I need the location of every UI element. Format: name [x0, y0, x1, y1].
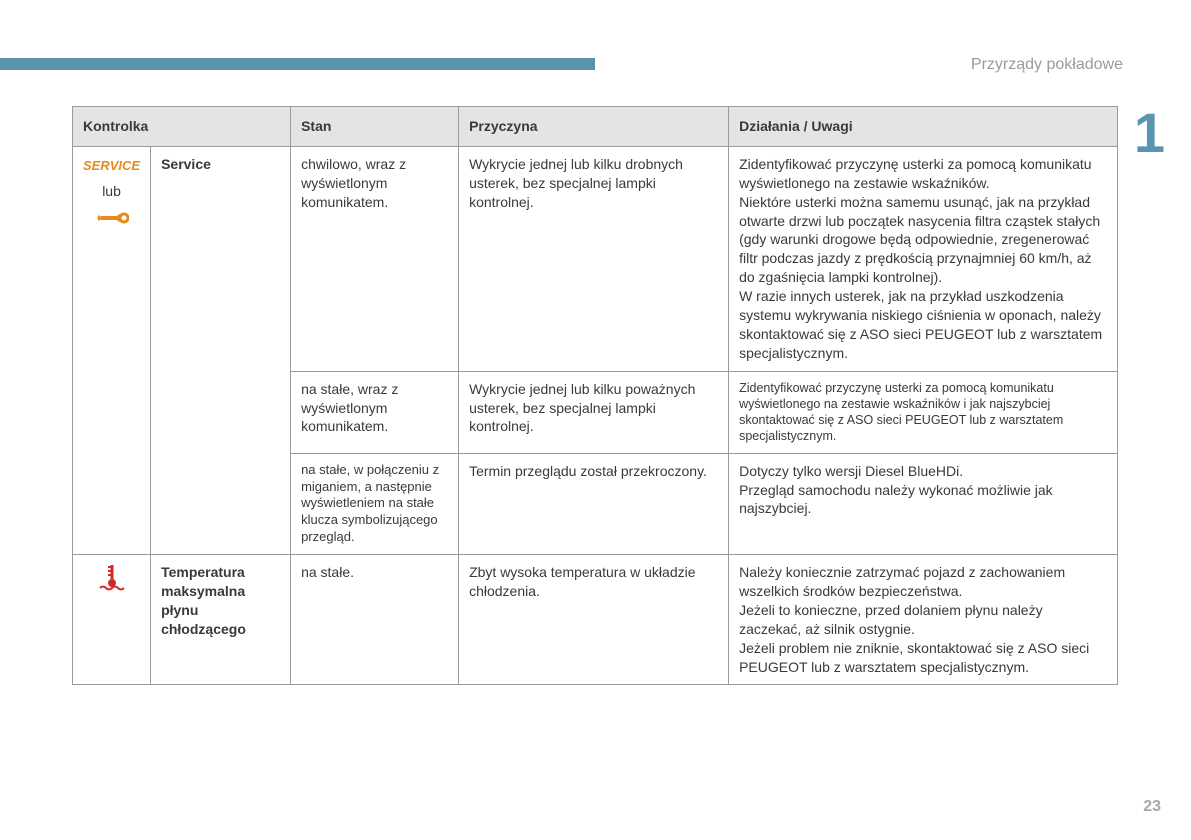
cell-state: na stałe, w połączeniu z miganiem, a nas… — [291, 453, 459, 554]
section-title: Przyrządy pokładowe — [971, 56, 1123, 74]
service-text-icon: SERVICE — [83, 157, 140, 175]
coolant-name: Temperatura maksymalna płynu chłodzącego — [151, 555, 291, 685]
warning-lights-table: Kontrolka Stan Przyczyna Działania / Uwa… — [72, 106, 1118, 685]
cell-action: Zidentyfikować przyczynę usterki za pomo… — [729, 146, 1118, 371]
service-icon-cell: SERVICE lub — [73, 146, 151, 554]
cell-state: na stałe, wraz z wyświetlonym komunikate… — [291, 371, 459, 453]
cell-cause: Wykrycie jednej lub kilku poważnych uste… — [459, 371, 729, 453]
lub-text: lub — [83, 182, 140, 201]
wrench-icon — [95, 209, 129, 227]
table-row: SERVICE lub Service chwilowo, wraz z wyś… — [73, 146, 1118, 371]
cell-action: Należy koniecznie zatrzymać pojazd z zac… — [729, 555, 1118, 685]
table-header-row: Kontrolka Stan Przyczyna Działania / Uwa… — [73, 107, 1118, 147]
coolant-temperature-icon — [97, 563, 127, 593]
cell-state: chwilowo, wraz z wyświetlonym komunikate… — [291, 146, 459, 371]
cell-cause: Termin przeglądu został przekroczony. — [459, 453, 729, 554]
cell-action: Zidentyfikować przyczynę usterki za pomo… — [729, 371, 1118, 453]
service-name: Service — [151, 146, 291, 554]
page-number: 23 — [1143, 798, 1161, 816]
cell-action: Dotyczy tylko wersji Diesel BlueHDi. Prz… — [729, 453, 1118, 554]
header-stan: Stan — [291, 107, 459, 147]
coolant-icon-cell — [73, 555, 151, 685]
chapter-number: 1 — [1134, 100, 1161, 165]
cell-cause: Wykrycie jednej lub kilku drobnych uster… — [459, 146, 729, 371]
cell-cause: Zbyt wysoka temperatura w układzie chłod… — [459, 555, 729, 685]
table-row: Temperatura maksymalna płynu chłodzącego… — [73, 555, 1118, 685]
cell-state: na stałe. — [291, 555, 459, 685]
header-przyczyna: Przyczyna — [459, 107, 729, 147]
header-accent-bar — [0, 58, 595, 70]
header-kontrolka: Kontrolka — [73, 107, 291, 147]
header-dzialania: Działania / Uwagi — [729, 107, 1118, 147]
